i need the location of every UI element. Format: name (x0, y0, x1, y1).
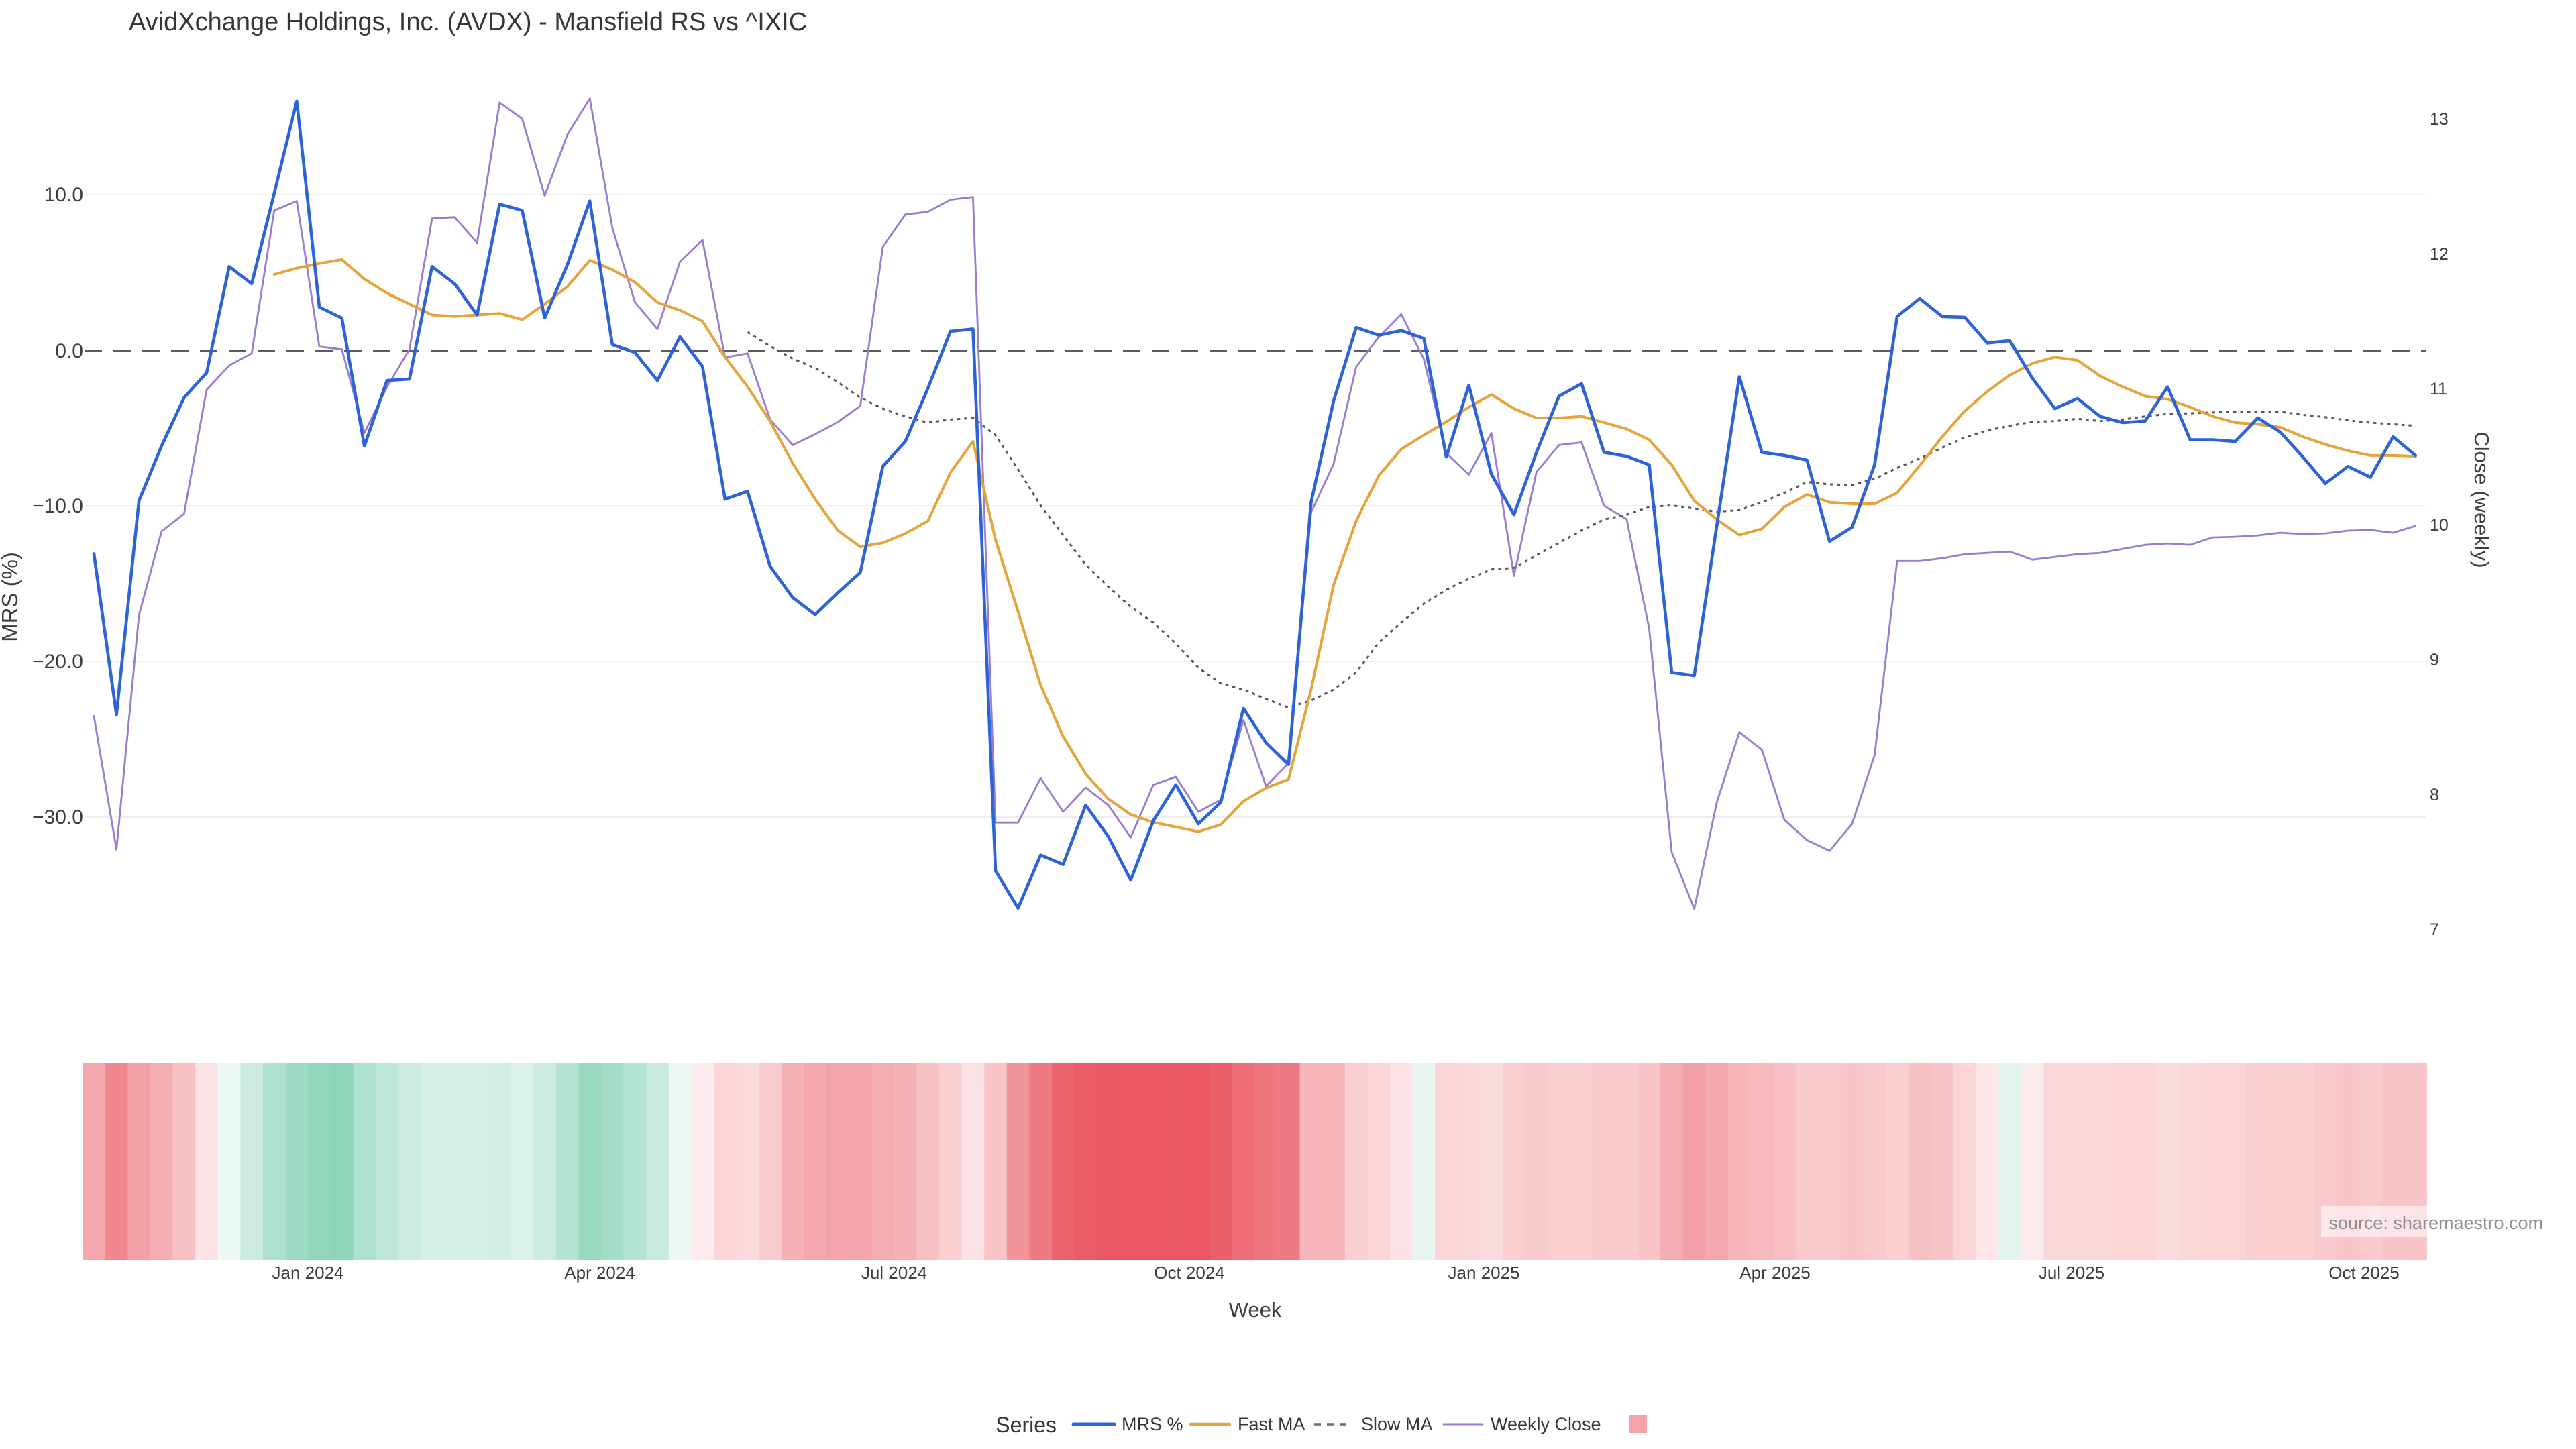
svg-text:AvidXchange Holdings, Inc. (AV: AvidXchange Holdings, Inc. (AVDX) - Mans… (129, 8, 807, 36)
svg-text:Close (weekly): Close (weekly) (2470, 431, 2493, 568)
svg-text:MRS (%): MRS (%) (0, 552, 22, 642)
svg-text:0.0: 0.0 (55, 340, 83, 362)
svg-text:Fast MA: Fast MA (1238, 1414, 1305, 1434)
svg-text:Oct 2025: Oct 2025 (2328, 1263, 2400, 1283)
svg-text:−30.0: −30.0 (32, 806, 83, 828)
svg-text:Week: Week (1229, 1298, 1282, 1322)
svg-text:−20.0: −20.0 (32, 651, 83, 673)
svg-text:Series: Series (996, 1413, 1057, 1437)
svg-text:Slow MA: Slow MA (1361, 1414, 1433, 1434)
svg-text:−10.0: −10.0 (32, 495, 83, 517)
svg-text:Jul 2024: Jul 2024 (861, 1263, 927, 1283)
svg-text:Jan 2024: Jan 2024 (272, 1263, 344, 1283)
svg-text:MRS %: MRS % (1122, 1414, 1183, 1434)
svg-text:10: 10 (2430, 516, 2449, 535)
svg-text:10.0: 10.0 (44, 184, 83, 206)
svg-text:12: 12 (2430, 245, 2449, 264)
svg-text:Oct 2024: Oct 2024 (1154, 1263, 1225, 1283)
svg-text:Apr 2024: Apr 2024 (564, 1263, 635, 1283)
svg-text:source: sharemaestro.com: source: sharemaestro.com (2328, 1213, 2543, 1233)
svg-text:Jan 2025: Jan 2025 (1448, 1263, 1520, 1283)
svg-text:11: 11 (2430, 380, 2447, 398)
svg-text:13: 13 (2430, 110, 2449, 129)
svg-text:7: 7 (2430, 920, 2439, 939)
svg-text:8: 8 (2430, 786, 2439, 804)
svg-text:Apr 2025: Apr 2025 (1739, 1263, 1811, 1283)
svg-text:9: 9 (2430, 651, 2439, 669)
svg-text:Jul 2025: Jul 2025 (2039, 1263, 2104, 1283)
svg-text:Weekly Close: Weekly Close (1491, 1414, 1601, 1434)
